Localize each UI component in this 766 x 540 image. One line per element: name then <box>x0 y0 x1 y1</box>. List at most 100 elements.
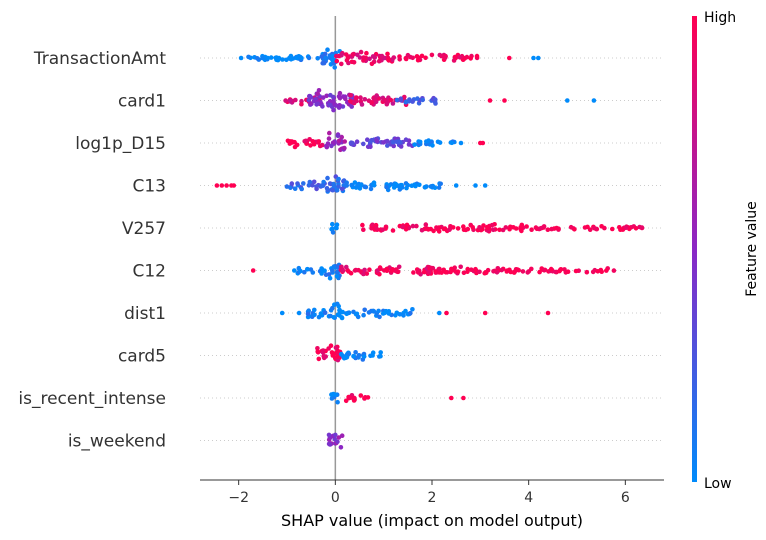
shap-point <box>537 269 542 275</box>
shap-point <box>403 137 409 142</box>
shap-point <box>393 181 399 187</box>
shap-point <box>623 225 629 231</box>
shap-point <box>336 105 342 110</box>
shap-point <box>358 49 364 55</box>
shap-point <box>311 179 317 185</box>
shap-point <box>483 270 489 276</box>
shap-point <box>354 139 360 144</box>
shap-point <box>368 186 374 192</box>
shap-point <box>324 56 329 61</box>
shap-point <box>315 349 321 354</box>
shap-point <box>349 104 355 109</box>
shap-point <box>339 134 345 140</box>
shap-point <box>411 270 416 275</box>
shap-point <box>365 137 370 142</box>
shap-point <box>319 266 324 271</box>
shap-point <box>333 392 338 398</box>
shap-point <box>340 94 346 99</box>
shap-point <box>455 226 461 231</box>
x-tick-label: 6 <box>621 490 630 506</box>
shap-point <box>398 98 404 103</box>
shap-point <box>273 55 279 61</box>
shap-point <box>572 227 577 232</box>
feature-label: card5 <box>118 347 166 367</box>
shap-point <box>343 52 349 57</box>
shap-point <box>529 227 534 232</box>
shap-point <box>415 96 420 101</box>
shap-point <box>414 223 419 229</box>
shap-point <box>316 139 322 144</box>
shap-point <box>327 275 333 281</box>
shap-point <box>332 65 338 70</box>
shap-point <box>507 226 512 232</box>
shap-point <box>280 57 285 62</box>
shap-point <box>426 269 432 275</box>
colorbar-high-label: High <box>704 10 736 26</box>
shap-point <box>254 56 260 61</box>
shap-point <box>353 95 359 101</box>
shap-point <box>312 312 317 318</box>
shap-point <box>214 183 220 188</box>
shap-point <box>410 223 416 229</box>
shap-point <box>410 307 415 312</box>
shap-point <box>584 269 590 275</box>
shap-point <box>524 224 529 229</box>
shap-point <box>334 58 340 64</box>
shap-point <box>360 222 365 228</box>
shap-point <box>316 88 322 93</box>
shap-point <box>329 350 335 355</box>
shap-point <box>556 226 561 231</box>
shap-point <box>404 222 410 228</box>
shap-point <box>321 60 327 66</box>
x-tick-label: 4 <box>524 490 533 506</box>
shap-point <box>401 313 406 318</box>
shap-point <box>283 98 288 103</box>
shap-point <box>461 270 467 276</box>
shap-point <box>311 141 317 147</box>
shap-point <box>367 267 372 273</box>
shap-point <box>344 264 349 270</box>
x-axis-ticks: −2 0 2 4 6 <box>228 480 630 506</box>
shap-point <box>376 58 382 64</box>
shap-point <box>339 61 344 67</box>
shap-point <box>415 57 421 63</box>
shap-point <box>339 315 345 320</box>
shap-point <box>346 351 352 357</box>
shap-point <box>351 60 357 65</box>
shap-point <box>438 181 444 187</box>
shap-point <box>519 224 524 229</box>
shap-point <box>470 225 476 230</box>
shap-point <box>529 266 534 272</box>
shap-point <box>376 308 381 314</box>
shap-point <box>310 183 315 188</box>
shap-point <box>361 55 367 60</box>
shap-point <box>366 310 372 315</box>
shap-point <box>592 225 597 231</box>
shap-point <box>487 98 493 103</box>
shap-point <box>397 57 403 62</box>
shap-point <box>357 55 363 60</box>
shap-point <box>515 267 520 272</box>
shap-point <box>320 95 326 100</box>
shap-point <box>461 227 467 232</box>
shap-point <box>449 395 454 401</box>
shap-point <box>417 139 423 145</box>
shap-point <box>439 53 444 59</box>
feature-gridlines <box>200 57 664 441</box>
shap-point <box>610 226 615 232</box>
shap-point <box>449 266 454 272</box>
shap-point <box>390 228 396 233</box>
shap-point <box>362 307 368 313</box>
shap-point <box>545 227 551 232</box>
shap-point <box>305 311 311 317</box>
feature-label: is_recent_intense <box>18 389 166 409</box>
shap-point <box>327 102 332 108</box>
shap-point <box>315 101 321 107</box>
shap-point <box>452 54 458 60</box>
shap-point <box>385 143 390 148</box>
shap-point <box>367 56 372 62</box>
shap-point <box>231 183 237 188</box>
shap-point <box>348 98 353 104</box>
shap-point <box>464 54 470 60</box>
shap-point <box>568 224 574 230</box>
